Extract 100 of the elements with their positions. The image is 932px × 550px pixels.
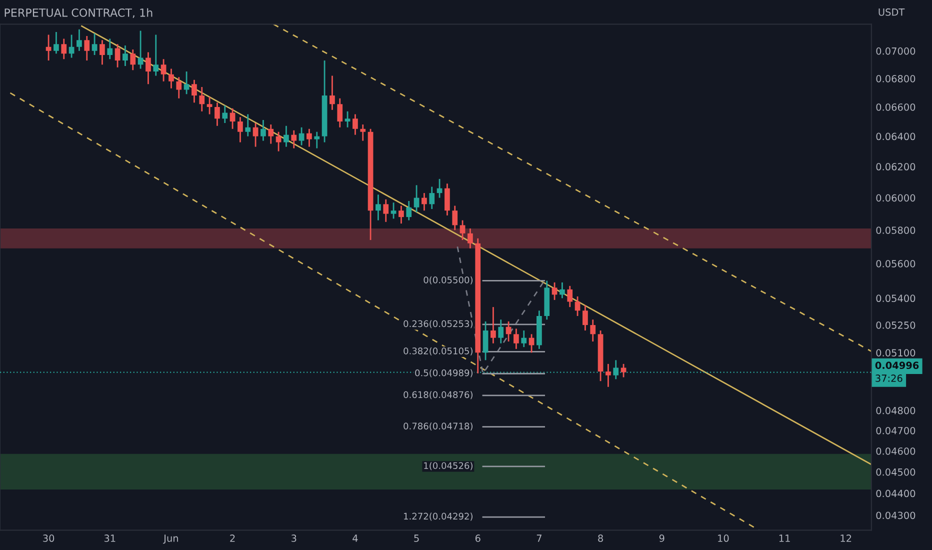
candlestick xyxy=(567,285,573,308)
candlestick xyxy=(344,110,350,128)
candlestick xyxy=(268,124,274,144)
candlestick xyxy=(130,48,136,71)
y-tick-label: 0.05250 xyxy=(876,322,916,329)
candlestick xyxy=(54,31,59,54)
candlestick xyxy=(46,34,52,62)
x-tick-label: 3 xyxy=(292,534,296,542)
candlestick xyxy=(552,282,558,301)
y-tick-label: 0.06000 xyxy=(876,194,916,202)
candlestick xyxy=(107,38,113,60)
y-tick-label: 0.04400 xyxy=(876,490,916,498)
candlestick xyxy=(398,205,404,224)
x-tick-label: 11 xyxy=(779,534,790,542)
chart-title: PERPETUAL CONTRACT, 1h xyxy=(4,8,152,18)
candlestick xyxy=(514,328,519,350)
x-tick-label: 6 xyxy=(475,534,480,542)
candlestick xyxy=(306,128,312,148)
candlestick xyxy=(498,318,504,344)
y-tick-label: 0.04300 xyxy=(876,512,916,520)
annotation: 0.5(0.04989) xyxy=(415,369,472,378)
candlestick xyxy=(222,104,228,124)
x-tick-label: 12 xyxy=(840,534,852,542)
candlestick xyxy=(199,86,205,112)
candlestick xyxy=(61,38,67,60)
y-tick-label: 0.06200 xyxy=(876,163,916,170)
candlestick xyxy=(337,98,343,128)
candlestick xyxy=(376,194,381,221)
y-tick-label: 0.04500 xyxy=(876,468,916,476)
candlestick xyxy=(122,44,128,67)
y-tick-label: 0.05600 xyxy=(876,260,916,268)
candlestick xyxy=(238,116,243,143)
candlestick xyxy=(482,320,488,361)
x-tick-label: 30 xyxy=(43,534,54,542)
candlestick xyxy=(383,198,389,223)
candlestick xyxy=(76,28,82,52)
candlestick xyxy=(92,32,98,56)
candlestick xyxy=(620,363,626,378)
candlestick xyxy=(590,318,596,342)
annotation: 0.618(0.04876) xyxy=(404,391,472,400)
candlestick xyxy=(460,220,466,241)
x-tick-label: 8 xyxy=(598,534,603,542)
annotation: 0.236(0.05253) xyxy=(404,320,472,328)
y-tick-label: 0.04600 xyxy=(876,447,916,455)
candlestick xyxy=(245,114,251,137)
candlestick xyxy=(582,304,588,332)
candlestick xyxy=(252,122,258,148)
candlestick xyxy=(390,202,396,220)
candlestick xyxy=(422,192,427,212)
candlestick xyxy=(146,52,151,85)
x-tick-label: Jun xyxy=(163,534,178,544)
candlestick xyxy=(284,125,289,148)
candlestick xyxy=(314,131,320,149)
candlestick xyxy=(100,39,105,66)
candlestick xyxy=(560,282,565,299)
x-tick-label: 5 xyxy=(414,534,419,542)
x-tick-label: 31 xyxy=(104,534,116,542)
candlestick xyxy=(414,184,420,213)
candlestick xyxy=(291,130,297,149)
annotation: 0.786(0.04718) xyxy=(404,422,472,431)
annotation: 0.382(0.05105) xyxy=(404,347,472,356)
candlestick xyxy=(260,119,266,142)
candlestick xyxy=(406,200,412,221)
candlestick xyxy=(160,58,166,82)
candlestick xyxy=(429,186,435,210)
candlestick xyxy=(468,228,473,250)
x-tick-label: 4 xyxy=(352,534,358,542)
y-axis-title: USDT xyxy=(878,8,905,16)
candlestick xyxy=(452,205,458,231)
candlestick xyxy=(168,68,174,90)
candlestick xyxy=(574,296,580,317)
x-tick-label: 10 xyxy=(718,534,729,542)
candlestick xyxy=(490,306,496,344)
candlestick xyxy=(521,330,527,348)
candlestick xyxy=(184,70,190,95)
x-tick-label: 2 xyxy=(230,534,235,542)
candlestick xyxy=(360,124,366,142)
annotation: 0(0.05500) xyxy=(424,276,472,284)
candlestick xyxy=(138,30,144,70)
annotation: 1.272(0.04292) xyxy=(404,512,472,521)
text: 37:26 xyxy=(876,374,902,382)
y-tick-label: 0.05800 xyxy=(876,226,916,234)
candlestick xyxy=(230,108,236,130)
candlestick xyxy=(214,102,220,127)
candlestick xyxy=(606,363,611,388)
y-tick-label: 0.07000 xyxy=(876,47,916,55)
x-tick-label: 9 xyxy=(659,534,664,542)
candlestick xyxy=(176,76,182,100)
annotation: 1(0.04526) xyxy=(424,462,472,470)
y-tick-label: 0.05400 xyxy=(876,294,916,302)
y-tick-label: 0.04800 xyxy=(876,406,916,414)
candlestick xyxy=(352,114,358,136)
candlestick xyxy=(444,182,450,216)
candlestick xyxy=(276,131,282,152)
ref-line-label: 0.04996 xyxy=(875,362,919,370)
y-tick-label: 0.06600 xyxy=(876,103,916,111)
candlestick xyxy=(206,96,212,115)
candlestick xyxy=(153,34,159,76)
candlestick xyxy=(192,79,197,104)
candlestick xyxy=(114,43,120,68)
